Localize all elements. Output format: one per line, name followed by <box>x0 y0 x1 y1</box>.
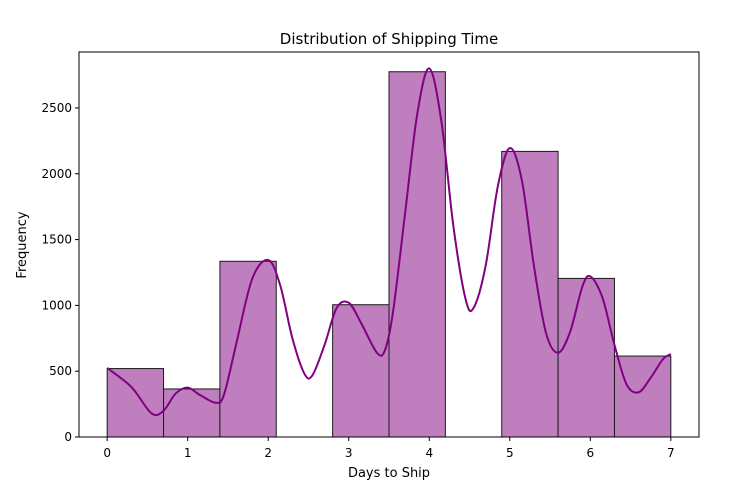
y-tick-label: 2500 <box>41 101 72 115</box>
y-tick-label: 1000 <box>41 298 72 312</box>
y-tick-label: 2000 <box>41 167 72 181</box>
y-tick-label: 0 <box>64 430 72 444</box>
histogram-bars <box>106 71 672 438</box>
histogram-bar-1 <box>163 388 221 438</box>
histogram-bar-0 <box>106 368 165 438</box>
plot-frame <box>78 51 700 438</box>
histogram-bar-9 <box>613 355 672 438</box>
histogram-bar-8 <box>557 277 615 438</box>
x-tick-label: 1 <box>184 446 192 460</box>
x-tick-label: 5 <box>506 446 514 460</box>
x-tick-label: 4 <box>425 446 433 460</box>
x-axis-label: Days to Ship <box>348 466 430 481</box>
y-axis-ticks: 0 500 1000 1500 2000 2500 <box>41 101 79 444</box>
histogram-bar-7 <box>501 150 559 438</box>
x-tick-label: 3 <box>345 446 353 460</box>
chart-title: Distribution of Shipping Time <box>280 30 498 48</box>
y-axis-label: Frequency <box>15 211 30 278</box>
x-tick-label: 2 <box>264 446 272 460</box>
x-tick-label: 0 <box>103 446 111 460</box>
x-tick-label: 6 <box>586 446 594 460</box>
x-tick-label: 7 <box>667 446 675 460</box>
y-tick-label: 1500 <box>41 233 72 247</box>
y-tick-label: 500 <box>49 364 72 378</box>
x-axis-ticks: 0 1 2 3 4 5 6 7 <box>103 437 675 460</box>
kde-curve <box>106 67 672 417</box>
histogram-bar-2 <box>219 260 277 438</box>
histogram-bar-5 <box>388 71 446 438</box>
